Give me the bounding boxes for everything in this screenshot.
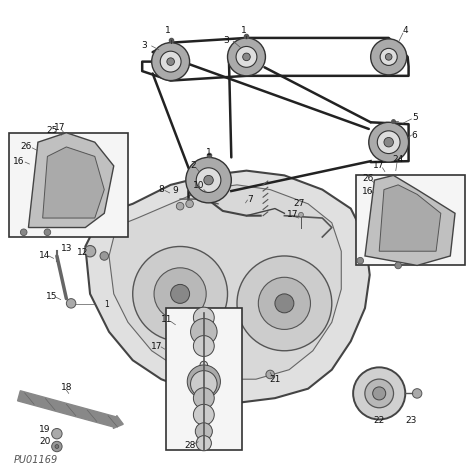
Text: 11: 11 [161,316,173,324]
Circle shape [52,428,62,439]
Circle shape [385,54,392,60]
Text: 13: 13 [61,245,72,253]
Text: PU01169: PU01169 [14,455,58,465]
Circle shape [369,122,409,162]
Text: 1: 1 [241,27,247,35]
Polygon shape [85,171,370,403]
Circle shape [412,389,422,398]
Text: 26: 26 [362,174,374,182]
Text: 1: 1 [206,148,211,157]
Text: 7: 7 [247,195,253,203]
Circle shape [44,229,51,236]
FancyArrow shape [18,391,123,428]
Circle shape [275,294,294,313]
Circle shape [191,319,217,345]
Circle shape [152,43,190,81]
Circle shape [167,58,174,65]
Circle shape [55,445,59,448]
Circle shape [357,257,364,264]
Text: 8: 8 [158,185,164,194]
Text: 2: 2 [191,162,196,170]
Circle shape [380,48,397,65]
Circle shape [228,38,265,76]
Text: 20: 20 [39,438,51,446]
Circle shape [373,387,386,400]
Text: 4: 4 [402,27,408,35]
Circle shape [243,53,250,61]
Text: 1: 1 [165,27,171,35]
Text: 15: 15 [46,292,58,301]
Circle shape [171,284,190,303]
Polygon shape [28,133,114,228]
Circle shape [204,175,213,185]
FancyBboxPatch shape [166,308,242,450]
Circle shape [196,168,221,192]
Circle shape [154,268,206,320]
Circle shape [20,229,27,236]
Polygon shape [109,185,341,379]
Circle shape [176,202,184,210]
Text: 27: 27 [293,200,304,208]
Circle shape [160,51,181,72]
Text: 21: 21 [269,375,281,383]
Circle shape [377,131,400,154]
Circle shape [52,441,62,452]
FancyBboxPatch shape [9,133,128,237]
Circle shape [133,246,228,341]
Text: 17: 17 [287,210,299,219]
Text: 19: 19 [39,426,51,434]
Text: 9: 9 [173,186,178,195]
Text: 3: 3 [142,41,147,49]
Circle shape [365,379,393,408]
Text: 16: 16 [13,157,25,165]
Text: 22: 22 [374,417,385,425]
Text: 16: 16 [362,187,373,196]
Text: 10: 10 [193,182,205,190]
Text: 17: 17 [374,162,385,170]
Circle shape [187,365,220,398]
Circle shape [236,46,257,67]
Circle shape [384,137,393,147]
Polygon shape [365,175,455,265]
Text: 25: 25 [46,126,58,135]
Text: 14: 14 [39,251,51,259]
Circle shape [100,252,109,260]
Circle shape [193,307,214,328]
Polygon shape [43,147,104,218]
Text: 23: 23 [406,417,417,425]
Circle shape [237,256,332,351]
Circle shape [353,367,405,419]
Text: 3: 3 [224,36,229,45]
Circle shape [84,246,96,257]
Circle shape [193,388,214,409]
Text: 24: 24 [392,155,404,164]
Text: 6: 6 [412,131,418,139]
Circle shape [371,39,407,75]
Text: 17: 17 [151,342,162,350]
Circle shape [186,157,231,203]
Circle shape [395,262,401,269]
Circle shape [196,436,211,451]
Text: 18: 18 [61,383,72,392]
Text: 17: 17 [54,124,65,132]
Text: 5: 5 [412,113,418,122]
Circle shape [195,423,212,440]
Text: 28: 28 [184,441,195,450]
Circle shape [193,404,214,425]
Text: 12: 12 [77,248,89,256]
Circle shape [299,212,303,217]
FancyBboxPatch shape [356,175,465,265]
Circle shape [186,200,193,208]
Circle shape [66,299,76,308]
Text: 26: 26 [20,143,32,151]
Polygon shape [379,185,441,251]
Circle shape [193,336,214,356]
Circle shape [266,370,274,379]
Text: 1: 1 [104,301,109,309]
Circle shape [200,361,208,369]
Circle shape [191,371,217,397]
Circle shape [258,277,310,329]
